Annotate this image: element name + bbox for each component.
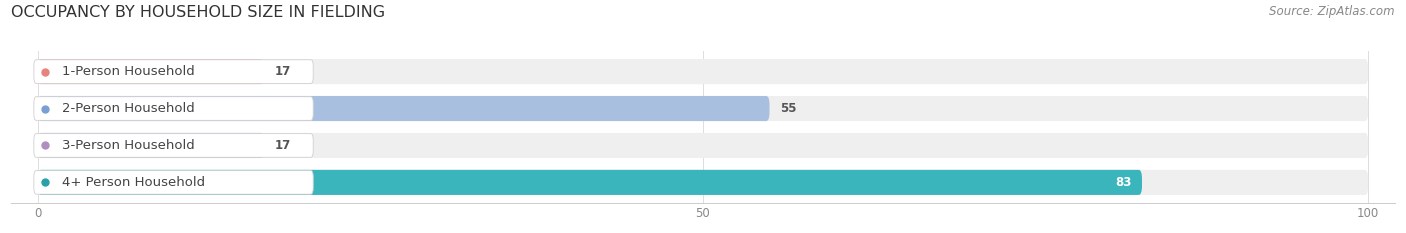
FancyBboxPatch shape — [38, 170, 1368, 195]
FancyBboxPatch shape — [34, 60, 314, 83]
Text: 2-Person Household: 2-Person Household — [62, 102, 194, 115]
FancyBboxPatch shape — [38, 96, 1368, 121]
Text: 4+ Person Household: 4+ Person Household — [62, 176, 205, 189]
FancyBboxPatch shape — [38, 133, 264, 158]
FancyBboxPatch shape — [38, 170, 1142, 195]
FancyBboxPatch shape — [34, 134, 314, 157]
Text: 3-Person Household: 3-Person Household — [62, 139, 194, 152]
Text: OCCUPANCY BY HOUSEHOLD SIZE IN FIELDING: OCCUPANCY BY HOUSEHOLD SIZE IN FIELDING — [11, 5, 385, 20]
FancyBboxPatch shape — [38, 59, 264, 84]
Text: Source: ZipAtlas.com: Source: ZipAtlas.com — [1270, 5, 1395, 18]
Text: 83: 83 — [1115, 176, 1132, 189]
Text: 55: 55 — [780, 102, 797, 115]
Text: 1-Person Household: 1-Person Household — [62, 65, 194, 78]
Text: 17: 17 — [274, 65, 291, 78]
FancyBboxPatch shape — [38, 96, 769, 121]
FancyBboxPatch shape — [34, 97, 314, 120]
FancyBboxPatch shape — [34, 171, 314, 194]
Text: 17: 17 — [274, 139, 291, 152]
FancyBboxPatch shape — [38, 133, 1368, 158]
FancyBboxPatch shape — [38, 59, 1368, 84]
